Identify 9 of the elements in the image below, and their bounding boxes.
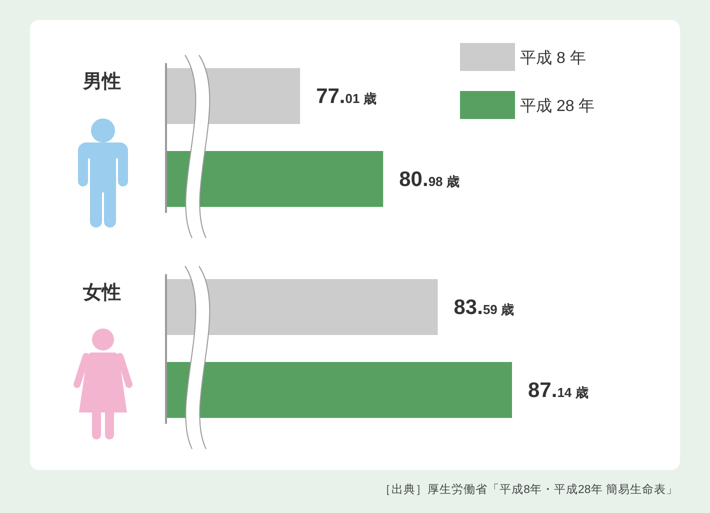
category-label: 女性 (83, 282, 121, 304)
value-label: 80.98 歳 (399, 168, 460, 191)
value-label: 77.01 歳 (316, 85, 376, 108)
annotation: ［出典］厚生労働省「平成8年・平成28年 簡易生命表」 (380, 484, 678, 496)
legend-label: 平成 8 年 (520, 50, 586, 67)
value-label: 83.59 歳 (454, 296, 514, 320)
legend-label: 平成 28 年 (520, 98, 595, 115)
value-label: 87.14 歳 (528, 378, 588, 402)
category-label: 男性 (83, 72, 121, 92)
